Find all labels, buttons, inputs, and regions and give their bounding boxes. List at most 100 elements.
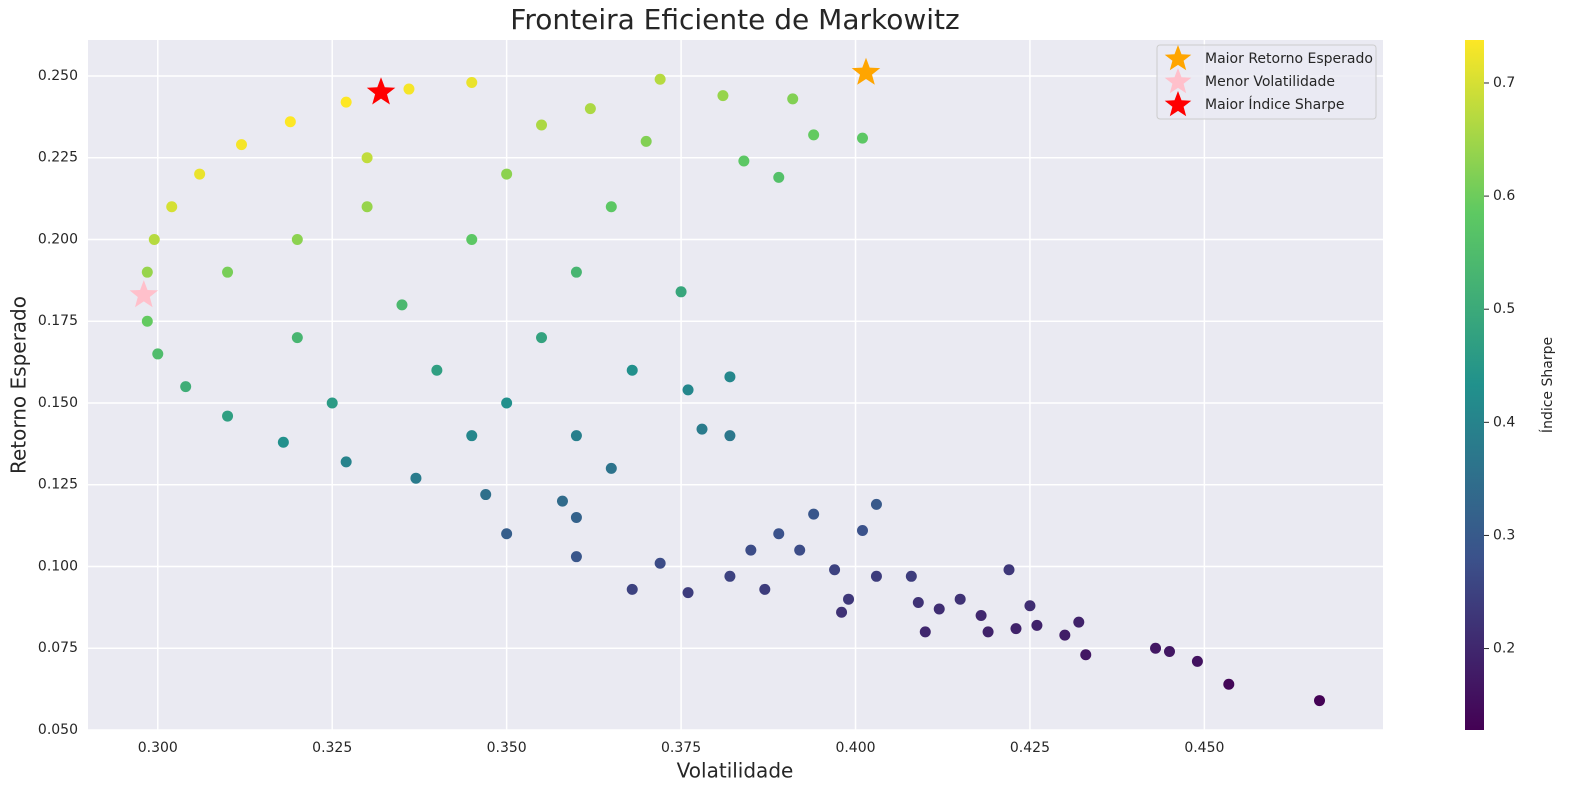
scatter-point — [773, 171, 785, 183]
scatter-point — [1314, 695, 1326, 707]
scatter-point — [361, 152, 373, 164]
y-tick-label: 0.125 — [38, 477, 78, 493]
scatter-point — [975, 610, 987, 622]
scatter-point — [1024, 600, 1036, 612]
legend-label: Maior Retorno Esperado — [1205, 51, 1373, 67]
scatter-point — [724, 570, 736, 582]
scatter-point — [396, 299, 408, 311]
colorbar — [1465, 40, 1484, 730]
scatter-point — [738, 155, 750, 167]
scatter-point — [682, 384, 694, 396]
scatter-point — [501, 528, 513, 540]
scatter-point — [1003, 564, 1015, 576]
scatter-point — [501, 168, 513, 180]
legend-marker — [1164, 91, 1192, 117]
x-tick-label: 0.375 — [661, 740, 701, 756]
y-tick-label: 0.100 — [38, 558, 78, 574]
star-marker — [366, 77, 396, 105]
x-tick-label: 0.400 — [835, 740, 875, 756]
scatter-point — [843, 593, 855, 605]
scatter-point — [431, 364, 443, 376]
scatter-point — [284, 116, 296, 128]
scatter-point — [152, 348, 164, 360]
scatter-point — [654, 557, 666, 569]
scatter-point — [605, 462, 617, 474]
y-tick-label: 0.075 — [38, 640, 78, 656]
scatter-point — [1150, 642, 1162, 654]
scatter-point — [626, 364, 638, 376]
scatter-point — [361, 201, 373, 213]
y-tick-label: 0.250 — [38, 68, 78, 84]
scatter-point — [340, 456, 352, 468]
scatter-point — [870, 570, 882, 582]
plot-area — [88, 40, 1383, 730]
scatter-point — [773, 528, 785, 540]
scatter-point — [403, 83, 415, 95]
scatter-point — [222, 266, 234, 278]
y-tick-label: 0.225 — [38, 150, 78, 166]
scatter-point — [466, 430, 478, 442]
scatter-point — [724, 430, 736, 442]
colorbar-tick-label: 0.5 — [1493, 301, 1515, 317]
y-tick-label: 0.050 — [38, 722, 78, 738]
scatter-point — [696, 423, 708, 435]
scatter-point — [480, 489, 492, 501]
scatter-point — [856, 132, 868, 144]
colorbar-tick-label: 0.6 — [1493, 188, 1515, 204]
legend-marker — [1164, 68, 1192, 94]
star-marker — [851, 57, 881, 85]
x-axis-label: Volatilidade — [677, 759, 794, 783]
scatter-point — [277, 436, 289, 448]
colorbar-tick-label: 0.4 — [1493, 414, 1515, 430]
scatter-point — [570, 511, 582, 523]
scatter-point — [194, 168, 206, 180]
scatter-point — [905, 570, 917, 582]
legend-label: Menor Volatilidade — [1205, 74, 1335, 90]
scatter-point — [570, 430, 582, 442]
x-tick-label: 0.300 — [138, 740, 178, 756]
x-tick-label: 0.325 — [312, 740, 352, 756]
scatter-point — [982, 626, 994, 638]
legend-marker — [1164, 45, 1192, 71]
scatter-point — [570, 266, 582, 278]
scatter-point — [410, 472, 422, 484]
scatter-point — [570, 551, 582, 563]
colorbar-tick-label: 0.7 — [1493, 75, 1515, 91]
x-tick-label: 0.450 — [1184, 740, 1224, 756]
scatter-point — [466, 233, 478, 245]
scatter-point — [912, 596, 924, 608]
scatter-point — [1010, 623, 1022, 635]
scatter-point — [836, 606, 848, 618]
scatter-point — [1191, 655, 1203, 667]
scatter-point — [584, 103, 596, 115]
y-tick-label: 0.150 — [38, 395, 78, 411]
scatter-point — [1163, 646, 1175, 658]
scatter-point — [536, 119, 548, 131]
scatter-point — [745, 544, 757, 556]
scatter-point — [759, 583, 771, 595]
scatter-point — [291, 332, 303, 344]
scatter-point — [1223, 678, 1235, 690]
scatter-point — [141, 266, 153, 278]
scatter-point — [626, 583, 638, 595]
colorbar-label: Índice Sharpe — [1539, 337, 1556, 433]
x-tick-label: 0.350 — [487, 740, 527, 756]
scatter-point — [148, 233, 160, 245]
x-tick-label: 0.425 — [1010, 740, 1050, 756]
scatter-point — [808, 508, 820, 520]
y-tick-label: 0.175 — [38, 313, 78, 329]
scatter-point — [724, 371, 736, 383]
scatter-point — [787, 93, 799, 105]
scatter-point — [291, 233, 303, 245]
scatter-point — [808, 129, 820, 141]
scatter-point — [340, 96, 352, 108]
scatter-point — [829, 564, 841, 576]
scatter-point — [556, 495, 568, 507]
scatter-point — [1073, 616, 1085, 628]
scatter-point — [870, 498, 882, 510]
star-marker — [129, 280, 159, 308]
scatter-point — [141, 315, 153, 327]
scatter-point — [682, 587, 694, 599]
scatter-point — [794, 544, 806, 556]
